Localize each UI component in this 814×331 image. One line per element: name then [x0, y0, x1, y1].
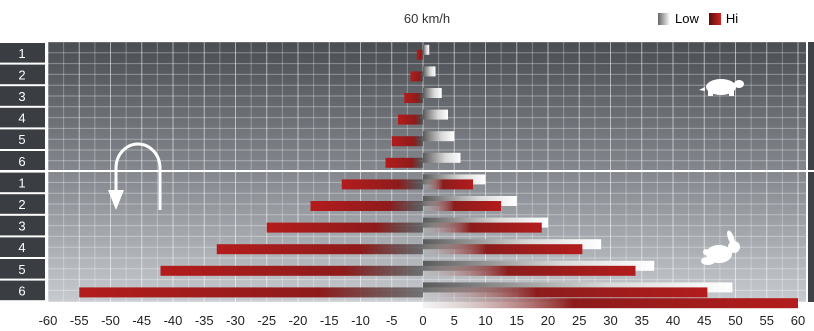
x-tick-label: -10 [351, 313, 370, 328]
x-tick-label: -40 [164, 313, 183, 328]
bar-hi [341, 179, 423, 190]
bar-hi [160, 265, 423, 276]
x-tick-label: 50 [728, 313, 742, 328]
row-label: 6 [18, 154, 25, 169]
x-tick-label: -60 [39, 313, 58, 328]
row-label-bg [0, 237, 45, 257]
bar-hi [391, 136, 423, 147]
bar-hi [410, 71, 423, 82]
bar-hi-right [423, 222, 542, 233]
row-label-bg [0, 172, 45, 193]
x-tick-label: 0 [419, 313, 426, 328]
bar-hi [266, 222, 423, 233]
x-tick-label: -55 [70, 313, 89, 328]
row-label-bg [0, 107, 45, 128]
turtle-icon [699, 79, 744, 96]
x-tick-label: 30 [603, 313, 617, 328]
bar-hi [416, 49, 423, 60]
bar-hi-right [423, 179, 473, 190]
x-tick-label: 55 [760, 313, 774, 328]
bar-low [423, 131, 455, 142]
row-label-bg [0, 194, 45, 214]
bar-hi-right [423, 265, 636, 276]
row-label: 2 [18, 67, 25, 82]
bar-hi [310, 201, 423, 211]
bar-low [423, 109, 448, 120]
row-label-bg [0, 43, 45, 63]
row-label-bg [0, 280, 45, 301]
x-tick-label: 5 [451, 313, 458, 328]
bar-low [423, 152, 461, 163]
bars [79, 44, 798, 309]
u-turn-arrow-icon [108, 142, 162, 210]
x-axis-ticks: -60 -55 -50 -45 -40 -35 -30 -25 -20 -15 -10 -5 0 5 10 1… [39, 313, 806, 328]
x-tick-label: -45 [132, 313, 151, 328]
x-tick-label: -15 [320, 313, 339, 328]
row-label: 2 [18, 197, 25, 212]
row-label-bg [0, 64, 45, 85]
row-label: 5 [18, 262, 25, 277]
bar-hi-right [423, 244, 583, 255]
bar-low [423, 66, 436, 77]
x-tick-label: 10 [478, 313, 492, 328]
chart-title: 60 km/h [403, 11, 451, 26]
row-label: 3 [18, 219, 25, 234]
bar-hi [404, 93, 423, 103]
bar-hi [385, 157, 423, 168]
bar-hi [216, 244, 423, 255]
x-tick-label: 40 [666, 313, 680, 328]
row-label-bg [0, 129, 45, 149]
bar-hi-right [423, 287, 708, 298]
x-tick-label: 45 [697, 313, 711, 328]
row-label: 5 [18, 132, 25, 147]
bar-hi [79, 287, 423, 298]
row-label-bg [0, 259, 45, 279]
row-label: 6 [18, 283, 25, 298]
x-tick-label: -5 [386, 313, 398, 328]
row-label: 1 [18, 175, 25, 190]
x-tick-label: 25 [572, 313, 586, 328]
row-label-bg [0, 151, 45, 171]
x-tick-label: -30 [226, 313, 245, 328]
row-label: 3 [18, 89, 25, 104]
bar-low [423, 44, 430, 55]
bar-hi-right [423, 298, 798, 309]
x-tick-label: 35 [635, 313, 649, 328]
x-tick-label: 15 [510, 313, 524, 328]
row-label: 4 [18, 111, 25, 126]
legend: Low Hi [658, 11, 738, 26]
x-tick-label: 20 [541, 313, 555, 328]
bar-low [423, 88, 442, 98]
bar-hi [398, 114, 423, 125]
row-label: 4 [18, 240, 25, 255]
rabbit-icon [701, 230, 740, 265]
x-tick-label: -25 [257, 313, 276, 328]
row-labels: 1 2 3 4 5 6 1 2 3 4 5 6 [0, 43, 45, 301]
row-label-bg [0, 215, 45, 236]
row-label-bg [0, 86, 45, 106]
legend-swatch-low [658, 12, 670, 25]
x-tick-label: -35 [195, 313, 214, 328]
legend-label-low: Low [675, 11, 699, 26]
x-tick-label: -20 [289, 313, 308, 328]
x-tick-label: 60 [791, 313, 805, 328]
legend-swatch-hi [708, 12, 721, 25]
legend-label-hi: Hi [725, 11, 739, 26]
row-label: 1 [18, 46, 25, 61]
x-tick-label: -50 [101, 313, 120, 328]
bar-hi-right [423, 201, 502, 211]
